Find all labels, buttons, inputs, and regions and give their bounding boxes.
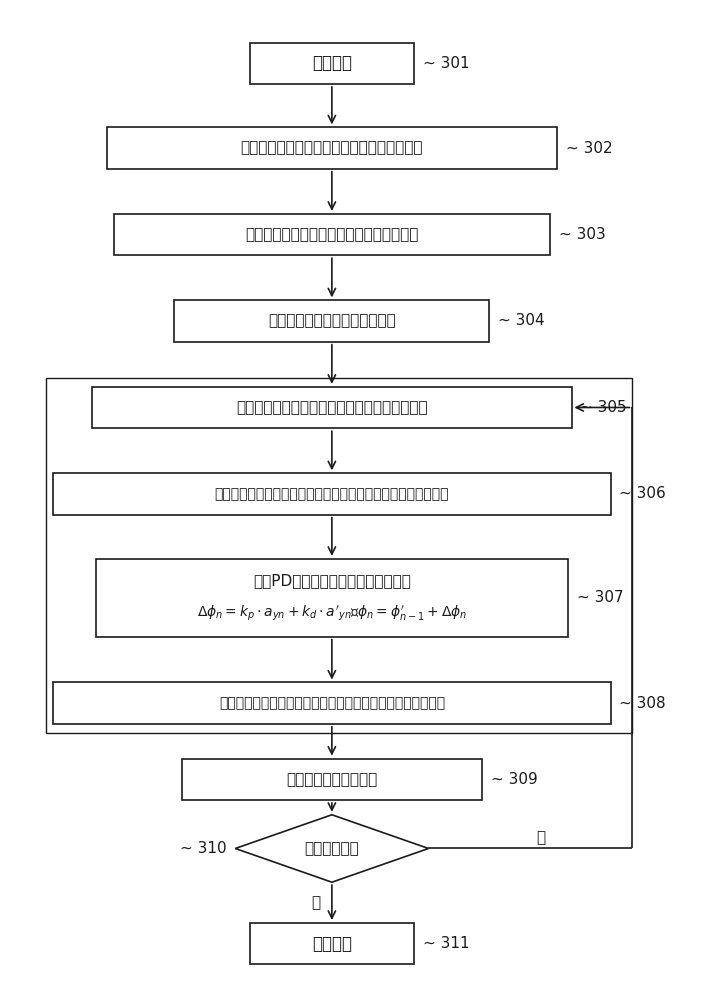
FancyBboxPatch shape: [96, 559, 568, 637]
Text: ~ 309: ~ 309: [491, 772, 537, 787]
Text: 存储下一循环所需变量: 存储下一循环所需变量: [286, 772, 378, 787]
FancyBboxPatch shape: [174, 300, 490, 342]
Text: 寻迹传感器和汽车内部传感器和驾驶员模型通讯: 寻迹传感器和汽车内部传感器和驾驶员模型通讯: [236, 400, 428, 415]
Text: ~ 308: ~ 308: [619, 696, 666, 711]
Text: 清除各传感器内存，设置输入输出口和寄存器: 清除各传感器内存，设置输入输出口和寄存器: [241, 141, 423, 156]
Text: ~ 310: ~ 310: [180, 841, 226, 856]
Text: 是: 是: [311, 895, 321, 910]
Text: ~ 301: ~ 301: [423, 56, 469, 71]
Text: 检测开始: 检测开始: [312, 54, 352, 72]
Text: 信号输出给控制器，调用电机驱动模块，生成电机驱动电信号: 信号输出给控制器，调用电机驱动模块，生成电机驱动电信号: [218, 696, 445, 710]
Text: ~ 311: ~ 311: [423, 936, 469, 951]
FancyBboxPatch shape: [53, 682, 611, 724]
FancyBboxPatch shape: [53, 473, 611, 515]
Text: 检测停止: 检测停止: [312, 935, 352, 953]
Text: 驾驶员控制模型，得到侧向偏差，侧向加速度，侧向加速度导数: 驾驶员控制模型，得到侧向偏差，侧向加速度，侧向加速度导数: [215, 487, 449, 501]
FancyBboxPatch shape: [249, 43, 414, 84]
Text: 时钟初始化，禁止中断，各模块程序初始化: 时钟初始化，禁止中断，各模块程序初始化: [245, 227, 419, 242]
Text: ~ 302: ~ 302: [566, 141, 612, 156]
FancyBboxPatch shape: [182, 759, 482, 800]
Text: 寻迹传感器动态扫描，允许中断: 寻迹传感器动态扫描，允许中断: [268, 313, 396, 328]
Text: ~ 307: ~ 307: [577, 590, 623, 605]
Polygon shape: [235, 815, 428, 882]
Text: ~ 305: ~ 305: [580, 400, 627, 415]
Text: ~ 306: ~ 306: [619, 486, 666, 501]
FancyBboxPatch shape: [249, 923, 414, 964]
Text: ~ 304: ~ 304: [498, 313, 544, 328]
Text: ~ 303: ~ 303: [559, 227, 606, 242]
Text: 通过PD控制计算得到最终方向盘转角: 通过PD控制计算得到最终方向盘转角: [253, 573, 411, 588]
FancyBboxPatch shape: [114, 214, 550, 255]
FancyBboxPatch shape: [107, 127, 557, 169]
FancyBboxPatch shape: [92, 387, 572, 428]
Text: $\Delta\phi_n = k_p \cdot a_{yn} + k_d \cdot a'_{yn}$，$\phi_n = \phi_{n-1}' + \D: $\Delta\phi_n = k_p \cdot a_{yn} + k_d \…: [197, 604, 467, 623]
Text: 主循环结束？: 主循环结束？: [304, 841, 359, 856]
Text: 否: 否: [536, 830, 546, 845]
